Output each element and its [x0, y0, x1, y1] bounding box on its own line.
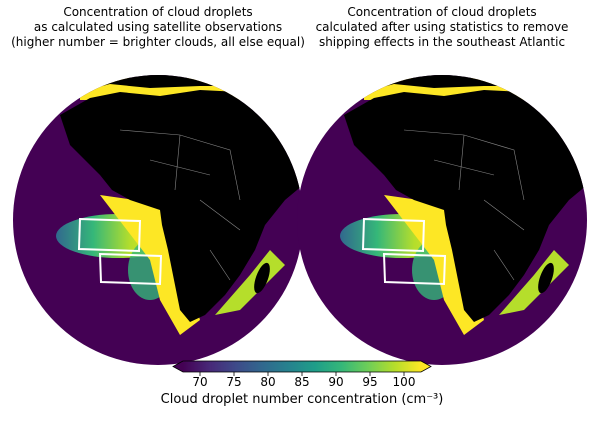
colorbar-extend-low — [173, 361, 183, 372]
map-title: (higher number = brighter clouds, all el… — [11, 35, 305, 49]
map-title: Concentration of cloud droplets — [63, 5, 252, 19]
map-title: Concentration of cloud droplets — [347, 5, 536, 19]
map-title: calculated after using statistics to rem… — [316, 20, 569, 34]
map-title: as calculated using satellite observatio… — [34, 20, 282, 34]
colorbar-bar — [183, 361, 421, 372]
colorbar-tick-label: 80 — [260, 375, 275, 389]
colorbar-tick-label: 95 — [362, 375, 377, 389]
colorbar-tick-label: 90 — [328, 375, 343, 389]
colorbar-tick-label: 70 — [192, 375, 207, 389]
colorbar-tick-label: 85 — [294, 375, 309, 389]
globe-map — [13, 75, 310, 365]
globe-map — [297, 75, 594, 365]
colorbar-extend-high — [421, 361, 431, 372]
map-title: shipping effects in the southeast Atlant… — [319, 35, 565, 49]
colorbar-outline — [172, 360, 432, 373]
colorbar: 70 75 80 85 90 95 100 Cloud droplet number conc… — [161, 360, 444, 407]
colorbar-label: Cloud droplet number concentration (cm⁻³… — [161, 392, 444, 407]
colorbar-tick-label: 75 — [226, 375, 241, 389]
colorbar-tick-label: 100 — [393, 375, 416, 389]
